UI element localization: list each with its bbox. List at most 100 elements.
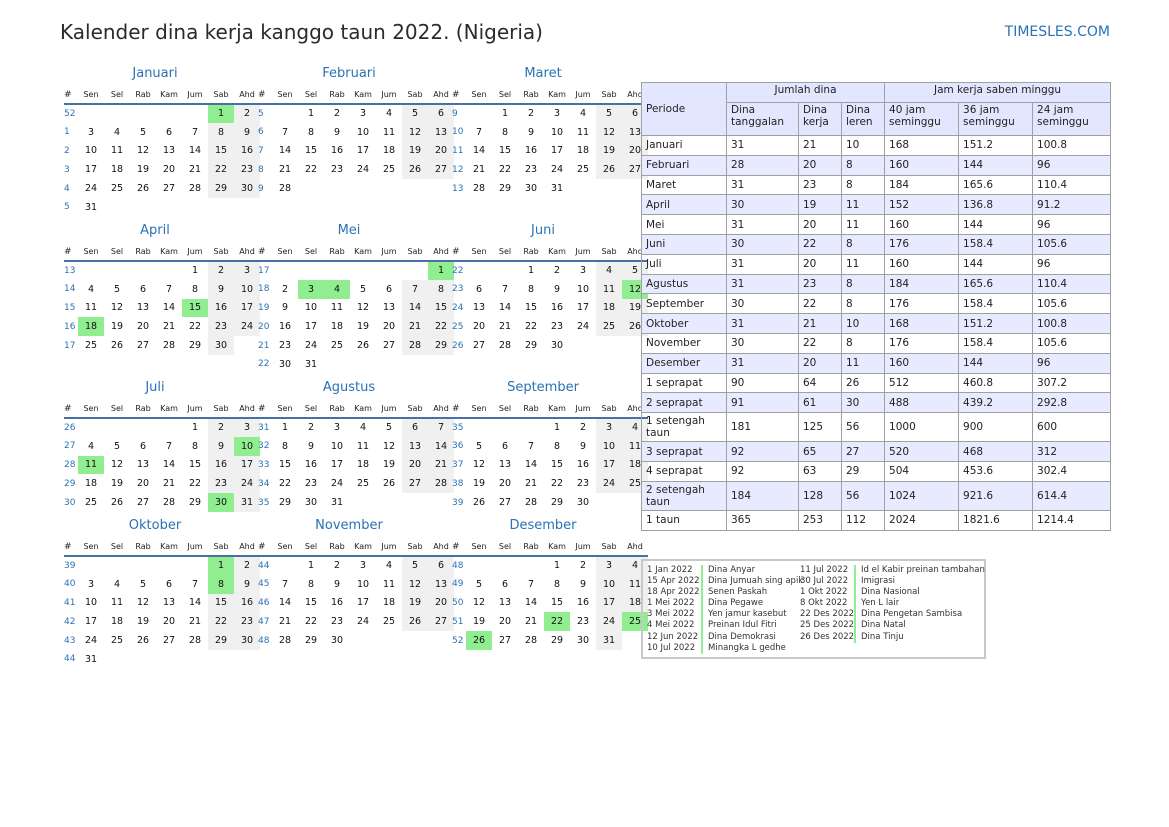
- site-link[interactable]: TIMESLES.COM: [1004, 24, 1110, 40]
- weekday-header: Jum: [376, 400, 402, 419]
- week-number: 24: [452, 302, 464, 313]
- day-cell: 1: [501, 108, 509, 120]
- week-number: 7: [258, 145, 264, 156]
- empty-cell: [298, 179, 324, 198]
- value-cell: 144: [958, 214, 1034, 235]
- week-number: 21: [258, 340, 270, 351]
- weekday-header: Sel: [492, 86, 518, 105]
- day-cell: 2: [333, 108, 341, 120]
- month-grid: # Sen Sel Rab Kam Jum Sab Ahd 26 1 2 3 27 4 5 6 7 8 9 10 28 1…: [64, 400, 260, 512]
- weekday-header: Rab: [324, 538, 350, 557]
- day-cell: 21: [428, 455, 454, 475]
- month-oktober: Oktober # Sen Sel Rab Kam Jum Sab Ahd 39 1 2 40 3 4 5 6 7…: [64, 516, 260, 669]
- week-row: 51 19 20 21 22 23 24 25: [452, 612, 648, 632]
- value-cell: 158.4: [958, 233, 1034, 255]
- weekday-header: Jum: [376, 538, 402, 557]
- holiday-name: Minangka L gedhe: [701, 642, 786, 654]
- empty-cell: [466, 261, 492, 280]
- day-cell: 8: [428, 279, 454, 299]
- day-cell: 31: [84, 653, 98, 665]
- empty-cell: [518, 556, 544, 575]
- empty-cell: [466, 104, 492, 123]
- day-cell: 12: [136, 597, 150, 609]
- period-cell: Februari: [641, 154, 727, 176]
- day-cell: 11: [382, 578, 396, 590]
- day-cell: 21: [402, 317, 428, 337]
- day-cell: 16: [234, 593, 260, 613]
- day-cell: 14: [524, 597, 538, 609]
- week-row: 2 10 11 12 13 14 15 16: [64, 141, 260, 161]
- day-cell: 14: [472, 145, 486, 157]
- weekday-header: Ahd: [428, 400, 454, 419]
- day-cell: 4: [87, 440, 95, 452]
- day-cell: 13: [472, 302, 486, 314]
- header-calendar-days: Dina tanggalan: [726, 102, 799, 136]
- holiday-name: Yen L lair: [854, 598, 899, 610]
- day-cell: 1: [281, 422, 289, 434]
- empty-cell: [570, 336, 596, 355]
- week-row: 13 1 2 3: [64, 261, 260, 280]
- weekday-header: Kam: [544, 400, 570, 419]
- day-cell: 2: [579, 560, 587, 572]
- stats-row: 4 seprapat 92 63 29 504 453.6 302.4: [641, 460, 1112, 482]
- weekday-header: Sel: [104, 86, 130, 105]
- empty-cell: [234, 650, 260, 669]
- day-cell: 26: [136, 635, 150, 647]
- weekday-header: Ahd: [234, 400, 260, 419]
- week-number: 42: [64, 616, 76, 627]
- week-number-header: #: [452, 538, 466, 557]
- weekday-header: Sab: [402, 400, 428, 419]
- holiday-name: Dina Jumuah sing apik: [701, 576, 803, 588]
- day-cell: 14: [162, 459, 176, 471]
- empty-cell: [156, 556, 182, 575]
- day-cell: 7: [428, 418, 454, 437]
- day-cell: 14: [278, 145, 292, 157]
- day-cell: 2: [333, 560, 341, 572]
- day-cell: 11: [356, 440, 370, 452]
- day-cell: 5: [596, 104, 622, 123]
- day-cell: 15: [182, 298, 208, 318]
- day-cell: 22: [188, 321, 202, 333]
- week-row: 25 20 21 22 23 24 25 26: [452, 317, 648, 337]
- week-row: 33 15 16 17 18 19 20 21: [258, 455, 454, 475]
- week-row: 26 27 28 29 30: [452, 336, 648, 355]
- day-cell: 6: [165, 578, 173, 590]
- week-row: 52 1 2: [64, 104, 260, 123]
- value-cell: 128: [798, 480, 842, 511]
- week-row: 4 24 25 26 27 28 29 30: [64, 179, 260, 198]
- weekday-header: Rab: [324, 243, 350, 262]
- day-cell: 7: [527, 578, 535, 590]
- value-cell: 22: [798, 293, 842, 315]
- value-cell: 151.2: [958, 313, 1034, 334]
- empty-cell: [492, 556, 518, 575]
- week-row: 13 28 29 30 31: [452, 179, 648, 198]
- holiday-date: 3 Mei 2022: [647, 609, 695, 620]
- holiday-name: Dina Natal: [854, 620, 906, 632]
- empty-cell: [428, 493, 454, 512]
- day-cell: 2: [234, 104, 260, 123]
- value-cell: 22: [798, 233, 842, 255]
- value-cell: 184: [884, 174, 960, 196]
- value-cell: 176: [884, 332, 960, 354]
- day-cell: 6: [475, 283, 483, 295]
- weekday-header: Sel: [298, 400, 324, 419]
- day-cell: 6: [402, 418, 428, 437]
- day-cell: 22: [498, 164, 512, 176]
- week-number: 35: [258, 497, 270, 508]
- day-cell: 19: [472, 478, 486, 490]
- week-number: 16: [64, 321, 76, 332]
- stats-row: Mei 31 20 11 160 144 96: [641, 214, 1112, 235]
- month-title: Juni: [531, 223, 555, 238]
- day-cell: 27: [162, 635, 176, 647]
- weekday-header: Jum: [570, 86, 596, 105]
- week-row: 17 1: [258, 261, 454, 280]
- day-cell: 17: [304, 321, 318, 333]
- day-cell: 9: [208, 279, 234, 299]
- day-cell: 28: [428, 474, 454, 494]
- day-cell: 2: [208, 261, 234, 280]
- day-cell: 11: [330, 302, 344, 314]
- month-title: Juli: [145, 380, 165, 395]
- day-cell: 23: [278, 340, 292, 352]
